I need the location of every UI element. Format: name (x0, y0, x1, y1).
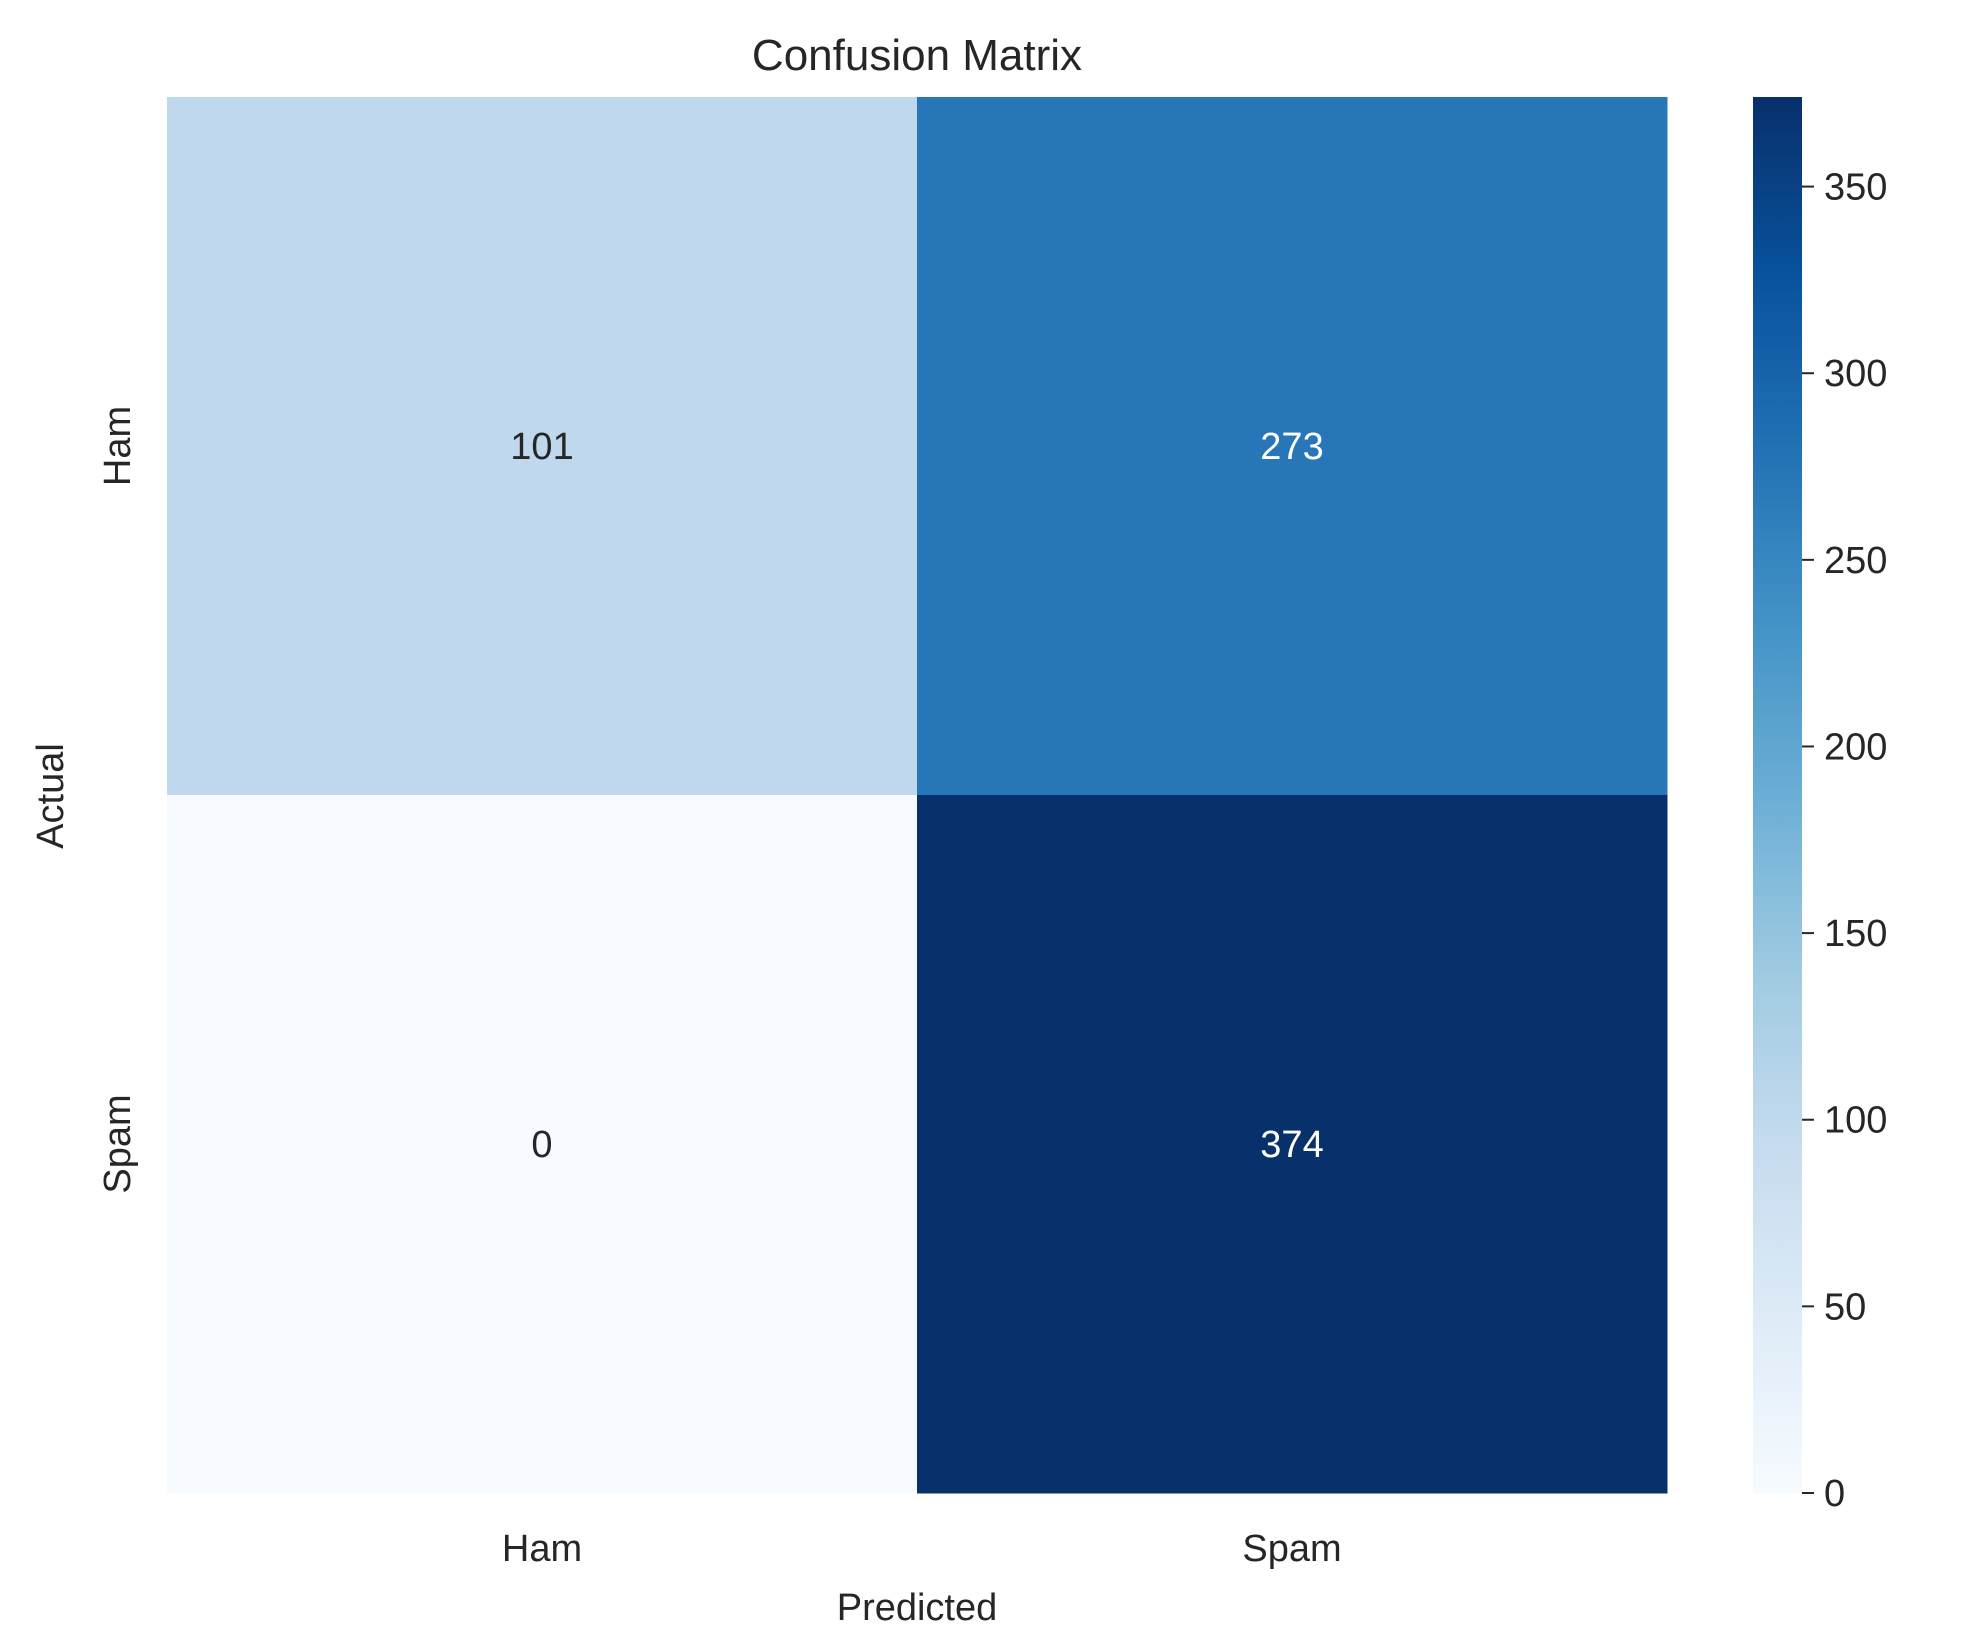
colorbar-tick-label-0: 0 (1824, 1473, 1845, 1515)
colorbar-tick-label-5: 250 (1824, 540, 1887, 582)
colorbar-tick-label-7: 350 (1824, 167, 1887, 209)
heatmap-cell-0-0 (167, 97, 918, 796)
x-tick-label-0: Ham (502, 1528, 582, 1570)
colorbar-tick-label-2: 100 (1824, 1100, 1887, 1142)
cell-annotation-0-1: 273 (1260, 426, 1323, 468)
colorbar (1753, 97, 1802, 1493)
colorbar-tick-label-1: 50 (1824, 1286, 1866, 1328)
colorbar-tick-label-3: 150 (1824, 913, 1887, 955)
colorbar-ticks: 0 50 100 150 200 250 300 350 (1802, 167, 1887, 1515)
colorbar-tick-label-6: 300 (1824, 353, 1887, 395)
chart-title: Confusion Matrix (752, 31, 1082, 80)
x-tick-label-1: Spam (1242, 1528, 1341, 1570)
y-tick-label-0: Ham (97, 406, 139, 486)
y-tick-label-1: Spam (97, 1094, 139, 1193)
cell-annotation-1-0: 0 (531, 1124, 552, 1166)
y-axis-label: Actual (30, 743, 72, 849)
y-axis-ticks: Ham Spam (97, 406, 139, 1194)
colorbar-tick-label-4: 200 (1824, 726, 1887, 768)
cell-annotation-0-0: 101 (510, 426, 573, 468)
x-axis-label: Predicted (837, 1587, 998, 1629)
cell-annotation-1-1: 374 (1260, 1124, 1323, 1166)
heatmap-cell-1-0 (167, 795, 918, 1494)
heatmap-cell-0-1 (917, 97, 1668, 796)
heatmap-cell-1-1 (917, 795, 1668, 1494)
x-axis-ticks: Ham Spam (502, 1528, 1342, 1570)
heatmap-cells: 101 273 0 374 (167, 97, 1668, 1494)
